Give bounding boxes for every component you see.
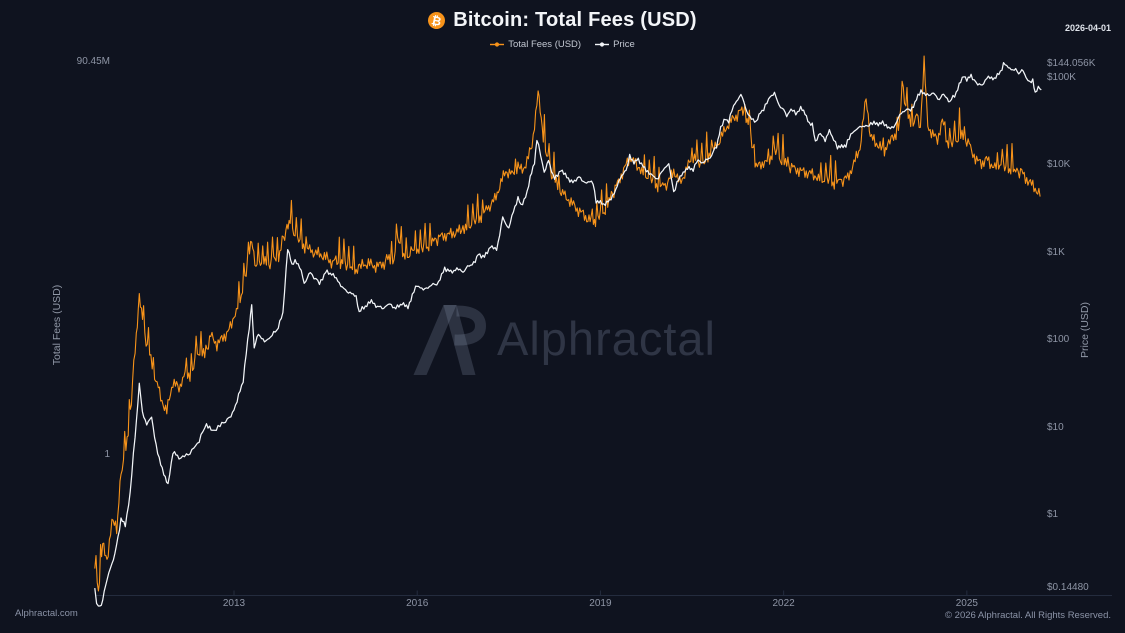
fees-axis-title: Total Fees (USD) xyxy=(51,284,63,366)
right-axis-tick-label: $100K xyxy=(1047,72,1076,83)
x-axis-tick-label: 2016 xyxy=(406,598,429,609)
footer-copyright: © 2026 Alphractal. All Rights Reserved. xyxy=(945,610,1111,621)
price-series-line xyxy=(94,61,1042,607)
x-axis-tick-label: 2022 xyxy=(772,598,795,609)
right-axis-tick-label: $0.14480 xyxy=(1047,582,1089,594)
footer-site-link[interactable]: Alphractal.com xyxy=(15,608,78,619)
legend: Total Fees (USD) Price xyxy=(0,39,1125,50)
right-axis-tick-label: $10 xyxy=(1047,421,1064,433)
legend-label: Price xyxy=(613,39,635,50)
date-label: 2026-04-01 xyxy=(1064,23,1111,33)
x-axis-tick-label: 2019 xyxy=(589,598,612,609)
right-axis-tick-label: $10K xyxy=(1047,159,1071,171)
right-axis-tick-label: $144.056K xyxy=(1047,58,1096,70)
fees-series-line xyxy=(94,55,1041,592)
price-series-marker-icon xyxy=(595,42,610,47)
left-axis-tick-label: 1 xyxy=(104,449,110,460)
fees-series-marker-icon xyxy=(490,42,505,47)
right-axis-tick-label: $100 xyxy=(1047,334,1070,346)
left-axis-tick-label: 90.45M xyxy=(76,55,110,67)
right-axis-tick-label: $1 xyxy=(1047,509,1059,520)
x-axis-tick-label: 2013 xyxy=(222,598,246,609)
legend-item-price[interactable]: Price xyxy=(595,39,635,50)
price-axis-title: Price (USD) xyxy=(1079,301,1091,359)
right-axis-tick-label: $1K xyxy=(1047,246,1065,258)
legend-label: Total Fees (USD) xyxy=(508,39,582,50)
x-axis-tick-label: 2025 xyxy=(955,598,978,609)
legend-item-total-fees[interactable]: Total Fees (USD) xyxy=(490,39,581,50)
